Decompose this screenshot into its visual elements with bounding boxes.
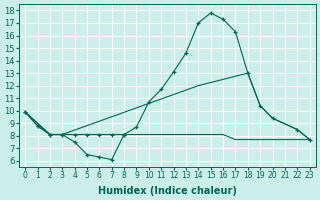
X-axis label: Humidex (Indice chaleur): Humidex (Indice chaleur) <box>98 186 237 196</box>
